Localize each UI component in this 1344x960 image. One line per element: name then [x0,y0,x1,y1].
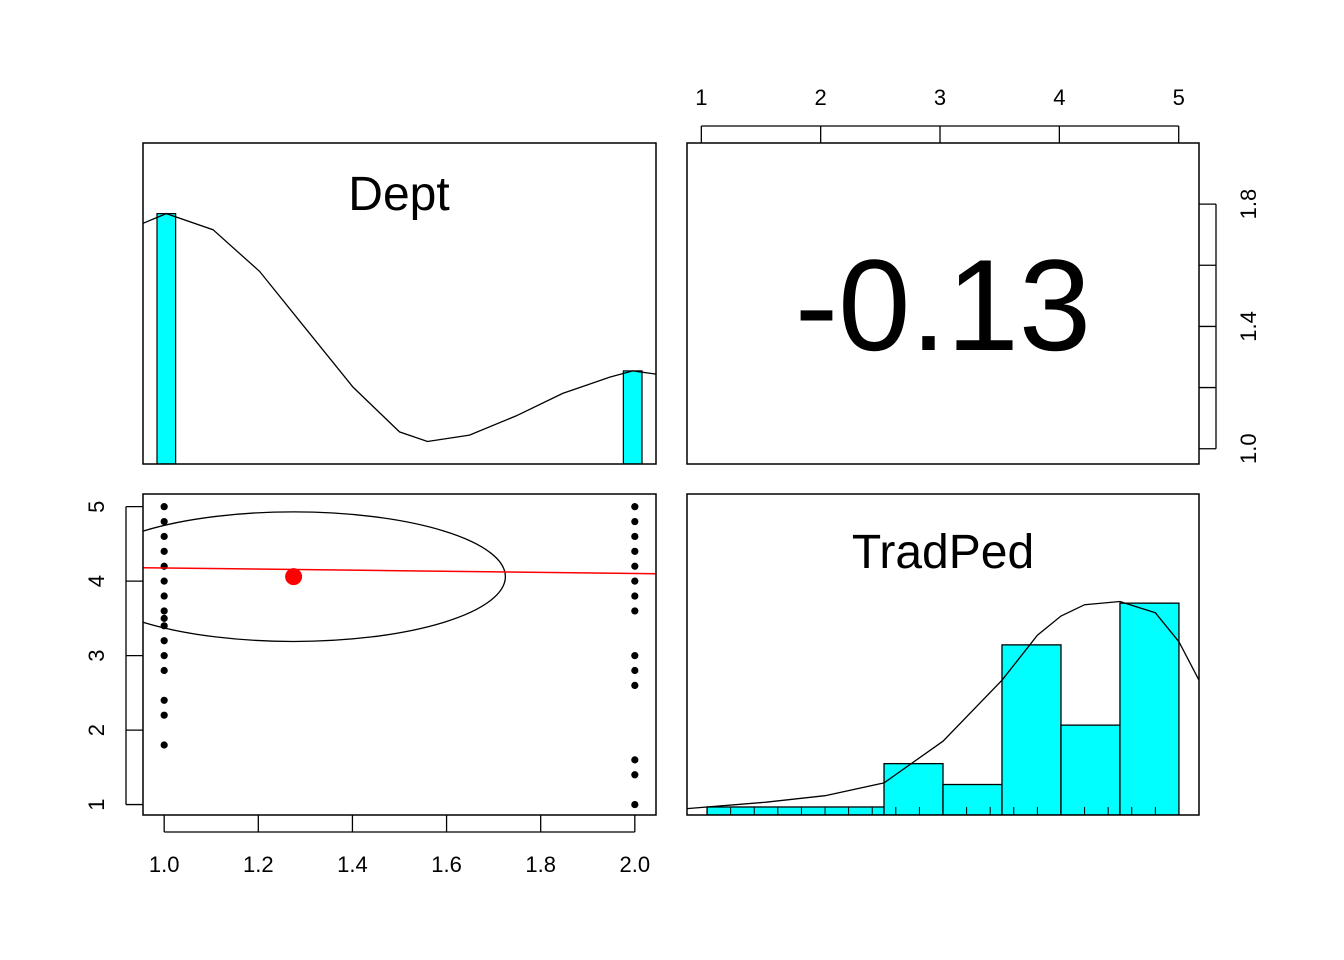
scatter-point [160,741,168,749]
scatter-point [631,577,639,585]
scatter-point [631,771,639,779]
scatter-point [631,666,639,675]
scatter-point [160,696,168,704]
scatter-point [631,800,639,809]
x-axis-tick-label: 1.4 [337,852,368,877]
scatter-point [631,503,639,511]
scatter-point [160,622,168,630]
scatter-point [631,592,639,600]
correlation-panel: -0.13 1 2 3 4 5 1.0 1.4 1.8 [686,85,1261,465]
tradped-bar-6 [1119,602,1180,815]
right-axis-tick-label: 1.8 [1236,189,1261,220]
tradped-title: TradPed [852,526,1034,579]
confidence-ellipse [143,511,506,643]
fit-line [143,566,656,575]
right-axis-tick-label: 1.4 [1236,311,1261,342]
scatter-point [160,577,168,585]
x-axis-tick-label: 2.0 [620,852,651,877]
x-axis-tick-label: 1.8 [525,852,556,877]
top-axis-tick-label: 4 [1053,85,1065,110]
top-axis-tick-label: 1 [695,85,707,110]
scatter-point [160,532,168,541]
x-axis-tick-label: 1.0 [149,852,180,877]
dept-histogram-panel: Dept [142,142,657,465]
scatter-point [160,592,168,600]
scatter-point [160,666,168,675]
scatter-point [160,711,168,719]
scatter-point [631,547,639,555]
scatter-point [631,756,639,764]
tradped-bar-5 [1060,724,1121,815]
correlation-value: -0.13 [795,232,1091,378]
scatter-point [631,532,639,541]
scatter-point [160,562,168,570]
scatter-point [631,652,639,660]
scatter-point [631,562,639,570]
tradped-panel-frame [686,493,1200,816]
scatter-point [160,614,168,622]
correlation-panel-frame [686,142,1200,465]
right-axis-tick-label: 1.0 [1236,433,1261,464]
dept-density-curve [143,212,656,443]
dept-title: Dept [348,168,449,221]
scatter-point [160,652,168,660]
scatter-point [160,517,168,526]
scatter-point [160,607,168,615]
scatter-panel-frame [142,493,657,816]
scatter-point [160,547,168,555]
scatter-point [160,637,168,645]
y-axis-tick-label: 2 [84,724,109,736]
dept-panel-frame [142,142,657,465]
scatter-panel: 1.0 1.2 1.4 1.6 1.8 2.0 1 2 3 4 5 [84,493,657,877]
x-axis-tick-label: 1.6 [431,852,462,877]
x-axis-tick-label: 1.2 [243,852,274,877]
scatter-point [631,607,639,615]
tradped-bar-1 [706,806,885,815]
top-axis-tick-label: 5 [1173,85,1185,110]
dept-bar-2 [622,370,643,464]
y-axis-tick-label: 3 [84,649,109,661]
scatter-point [631,517,639,526]
tradped-bar-2 [883,762,944,815]
scatter-point [631,681,639,690]
top-axis-tick-label: 2 [815,85,827,110]
tradped-bar-4 [1001,644,1062,815]
dept-bar-1 [156,213,177,464]
y-axis-tick-label: 1 [84,798,109,810]
y-axis-tick-label: 5 [84,501,109,513]
centroid-point [285,568,303,586]
scatter-point [160,503,168,511]
top-axis-tick-label: 3 [934,85,946,110]
tradped-density-curve [687,600,1199,810]
tradped-histogram-panel: TradPed [686,493,1200,816]
y-axis-tick-label: 4 [84,575,109,587]
tradped-bar-3 [942,783,1003,815]
